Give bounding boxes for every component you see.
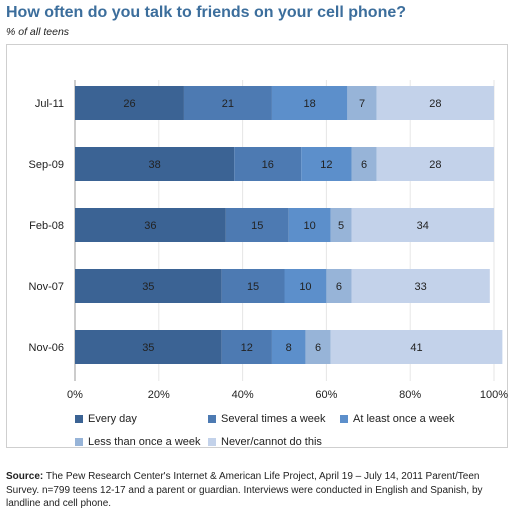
bar-segment: [330, 208, 352, 242]
legend-swatch: [208, 438, 216, 446]
bar-segment: [225, 208, 289, 242]
bar-segment: [75, 208, 226, 242]
data-label: 35: [142, 281, 154, 293]
data-label: 18: [304, 98, 316, 110]
chart-frame: [6, 44, 508, 448]
bar-segment: [221, 330, 272, 364]
data-label: 7: [359, 98, 365, 110]
bar-segment: [75, 147, 235, 181]
x-tick-label: 20%: [148, 389, 170, 401]
data-label: 12: [241, 342, 253, 354]
bar-segment: [330, 330, 503, 364]
legend-label: Never/cannot do this: [221, 436, 322, 448]
bar-segment: [284, 269, 327, 303]
data-label: 28: [429, 98, 441, 110]
legend-swatch: [75, 415, 83, 423]
data-label: 12: [320, 159, 332, 171]
legend-item: Several times a week: [208, 413, 326, 425]
bar-segment: [75, 330, 222, 364]
category-label: Nov-06: [29, 342, 64, 354]
x-tick-label: 40%: [232, 389, 254, 401]
x-tick-label: 60%: [315, 389, 337, 401]
legend-item: Less than once a week: [75, 436, 201, 448]
data-label: 34: [417, 220, 429, 232]
data-label: 8: [286, 342, 292, 354]
x-tick-label: 0%: [67, 389, 83, 401]
legend-label: Several times a week: [221, 413, 326, 425]
source-text: The Pew Research Center's Internet & Ame…: [6, 471, 483, 509]
data-label: 15: [251, 220, 263, 232]
bar-segment: [376, 86, 494, 120]
source-label: Source:: [6, 471, 44, 482]
bar-segment: [301, 147, 352, 181]
data-label: 6: [315, 342, 321, 354]
legend-label: At least once a week: [353, 413, 455, 425]
bar-segment: [221, 269, 285, 303]
legend-item: At least once a week: [340, 413, 455, 425]
bar-segment: [351, 208, 494, 242]
bar-segment: [347, 86, 377, 120]
bar-segment: [326, 269, 352, 303]
x-tick-label: 80%: [399, 389, 421, 401]
bar-segment: [75, 86, 184, 120]
data-label: 10: [304, 220, 316, 232]
legend-label: Every day: [88, 413, 137, 425]
category-label: Feb-08: [29, 220, 64, 232]
data-label: 16: [262, 159, 274, 171]
bar-segment: [271, 86, 348, 120]
x-tick-label: 100%: [480, 389, 508, 401]
data-label: 21: [222, 98, 234, 110]
data-label: 6: [336, 281, 342, 293]
chart-title: How often do you talk to friends on your…: [6, 4, 407, 21]
data-label: 5: [338, 220, 344, 232]
data-label: 36: [144, 220, 156, 232]
bar-segment: [271, 330, 306, 364]
data-label: 35: [142, 342, 154, 354]
data-label: 41: [410, 342, 422, 354]
category-label: Sep-09: [29, 159, 64, 171]
data-label: 10: [299, 281, 311, 293]
legend-label: Less than once a week: [88, 436, 201, 448]
data-label: 15: [247, 281, 259, 293]
data-label: 28: [429, 159, 441, 171]
data-label: 26: [123, 98, 135, 110]
bar-segment: [305, 330, 331, 364]
bar-segment: [376, 147, 494, 181]
legend-item: Every day: [75, 413, 137, 425]
bar-segment: [183, 86, 272, 120]
legend-swatch: [340, 415, 348, 423]
bar-segment: [351, 269, 490, 303]
data-label: 6: [361, 159, 367, 171]
category-label: Nov-07: [29, 281, 64, 293]
category-label: Jul-11: [35, 98, 64, 110]
legend-swatch: [75, 438, 83, 446]
bar-segment: [234, 147, 302, 181]
source-note: Source: The Pew Research Center's Intern…: [6, 470, 514, 511]
chart-subtitle: % of all teens: [6, 26, 70, 38]
legend-swatch: [208, 415, 216, 423]
bar-segment: [351, 147, 377, 181]
bar-segment: [288, 208, 331, 242]
stacked-bar-chart: 0% 20% 40% 60% 80% 100% Jul-11 26 21 18 7 28 Sep-09 3…: [29, 80, 508, 401]
data-label: 38: [148, 159, 160, 171]
legend-item: Never/cannot do this: [208, 436, 322, 448]
bar-segment: [75, 269, 222, 303]
data-label: 33: [415, 281, 427, 293]
